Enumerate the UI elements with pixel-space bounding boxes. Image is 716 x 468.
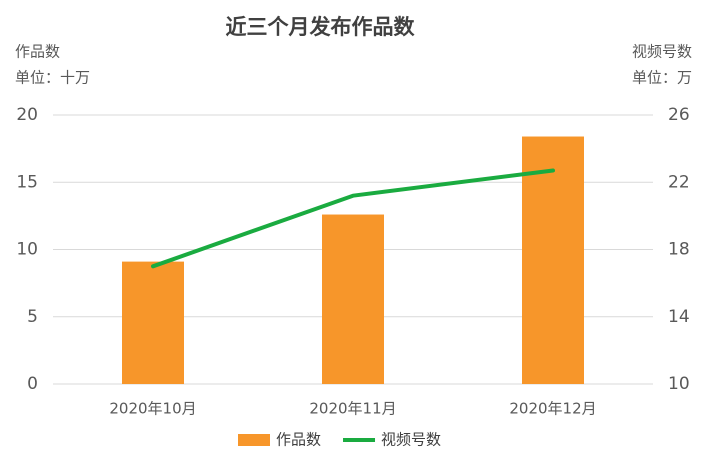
legend-swatch <box>238 434 270 446</box>
line <box>151 168 555 269</box>
x-tick-label: 2020年11月 <box>309 400 396 418</box>
y2-tick-label: 14 <box>668 307 690 327</box>
y-tick-label: 5 <box>27 307 38 327</box>
bar <box>522 136 584 384</box>
y2-tick-label: 10 <box>668 374 690 394</box>
y-axis-label: 作品数 <box>15 43 60 61</box>
y2-axis-label: 视频号数 <box>632 43 692 61</box>
y2-tick-label: 18 <box>668 240 690 260</box>
y-tick-label: 20 <box>16 105 38 125</box>
y2-axis-unit: 单位：万 <box>632 69 692 87</box>
y-tick-label: 10 <box>16 240 38 260</box>
bar <box>122 261 184 384</box>
bar <box>322 214 384 384</box>
chart-title: 近三个月发布作品数 <box>226 15 416 39</box>
x-tick-label: 2020年12月 <box>509 400 596 418</box>
y-axis-unit: 单位：十万 <box>15 69 90 87</box>
y-tick-label: 15 <box>16 172 38 192</box>
y2-tick-label: 26 <box>668 105 690 125</box>
y2-tick-label: 22 <box>668 172 690 192</box>
x-tick-label: 2020年10月 <box>109 400 196 418</box>
y-tick-label: 0 <box>27 374 38 394</box>
legend-label: 作品数 <box>276 431 321 449</box>
legend-label: 视频号数 <box>381 431 441 449</box>
